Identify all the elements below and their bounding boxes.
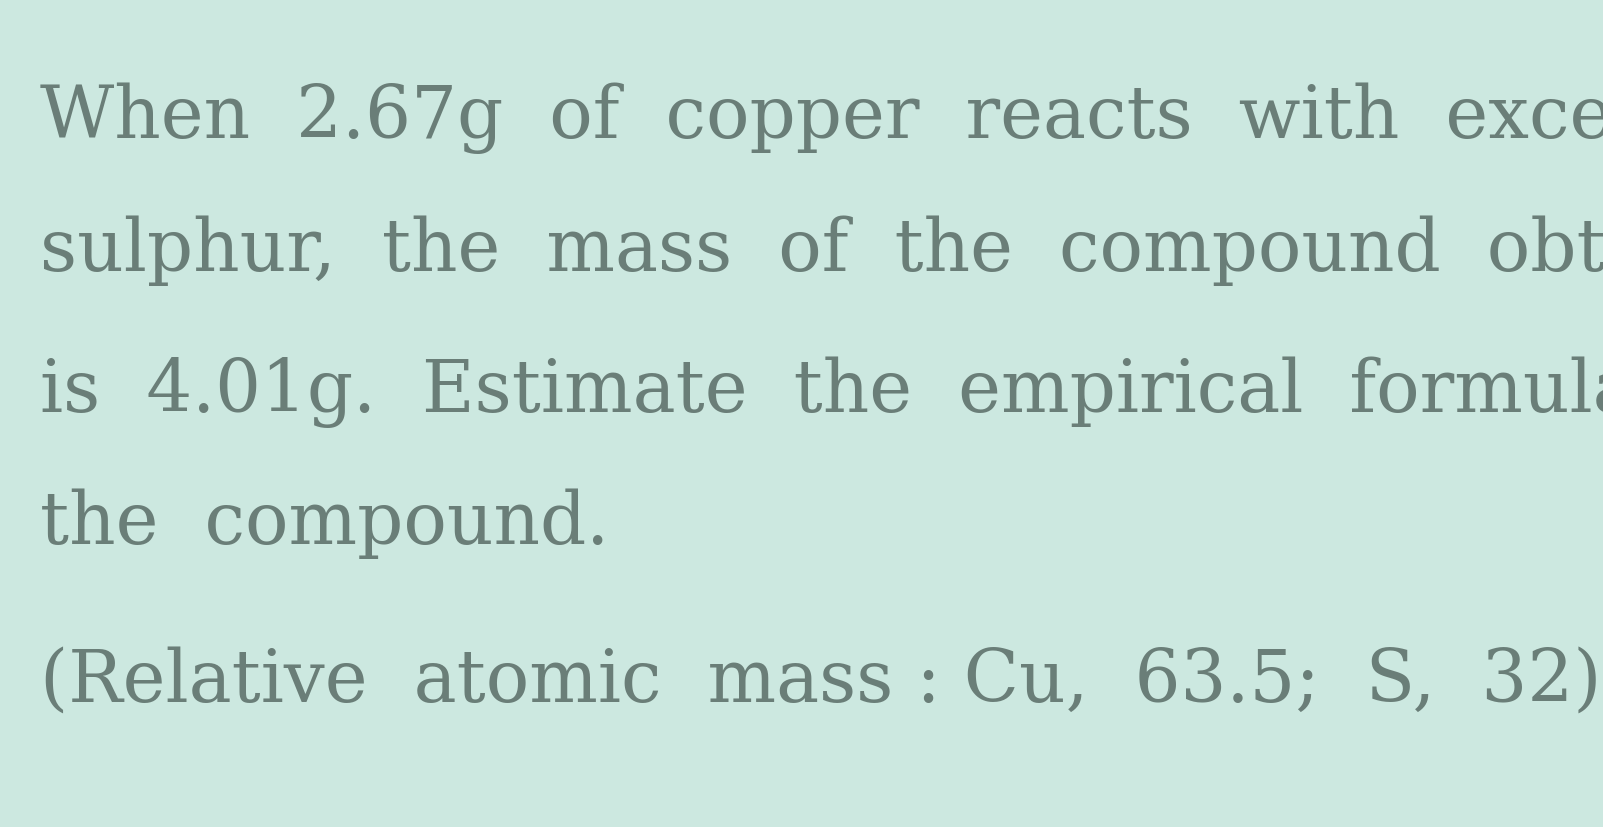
Text: is  4.01g.  Estimate  the  empirical  formula  of: is 4.01g. Estimate the empirical formula…: [40, 356, 1603, 427]
Text: the  compound.: the compound.: [40, 488, 609, 558]
Text: When  2.67g  of  copper  reacts  with  excess: When 2.67g of copper reacts with excess: [40, 83, 1603, 154]
Text: (Relative  atomic  mass : Cu,  63.5;  S,  32): (Relative atomic mass : Cu, 63.5; S, 32): [40, 645, 1601, 715]
Text: sulphur,  the  mass  of  the  compound  obtained: sulphur, the mass of the compound obtain…: [40, 215, 1603, 285]
